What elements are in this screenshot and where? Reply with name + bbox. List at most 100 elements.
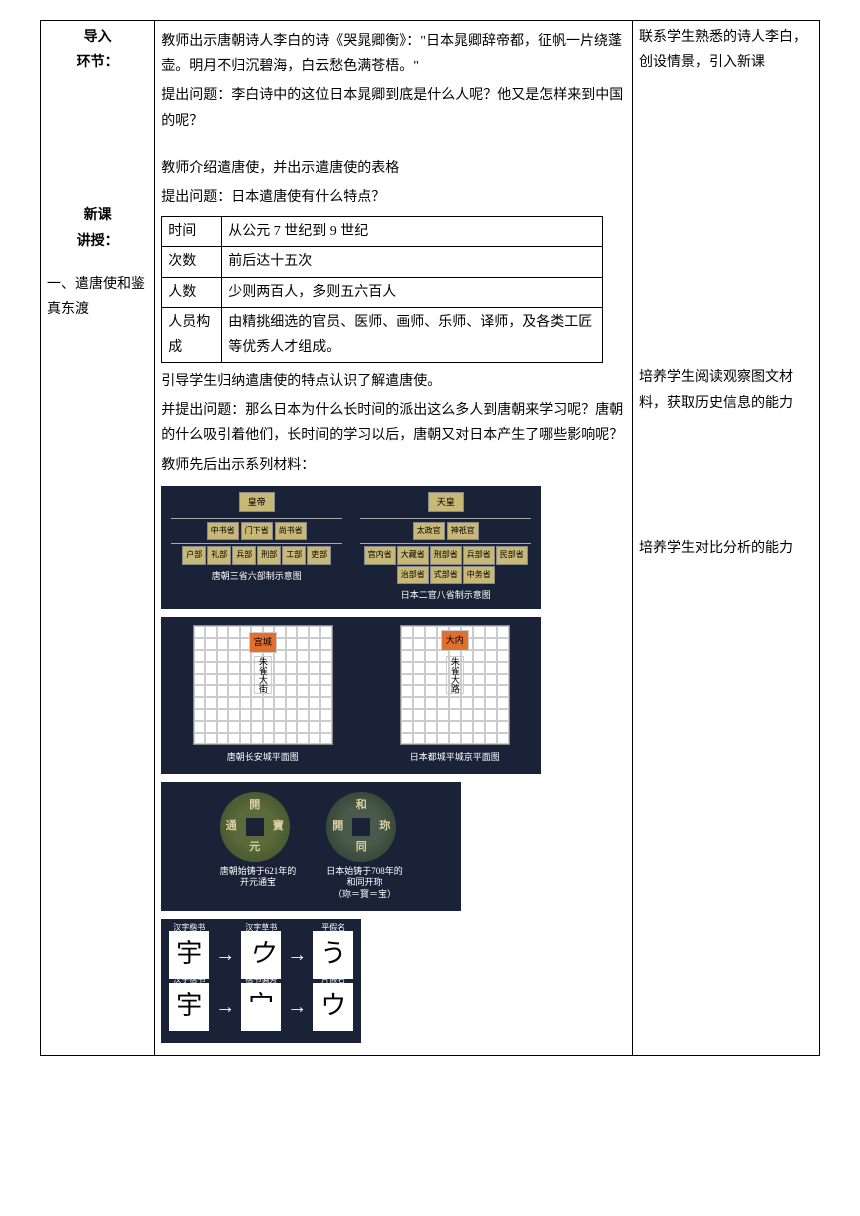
materials-intro: 教师先后出示系列材料： — [161, 453, 626, 478]
coin-char: 和 — [356, 796, 367, 816]
cell-val: 前后达十五次 — [222, 247, 603, 277]
kana-label: 汉字楷书 — [171, 973, 207, 987]
tang-root: 皇帝 — [239, 492, 275, 512]
changan-grid: 宫城 朱雀大街 — [193, 625, 333, 745]
heijo-plan: 大内 朱雀大路 日本都城平城京平面图 — [400, 625, 510, 765]
heijo-palace: 大内 — [441, 630, 469, 650]
heijo-caption: 日本都城平城京平面图 — [400, 749, 510, 765]
table-row: 人数 少则两百人，多则五六百人 — [162, 277, 603, 307]
kana-box: 平假名 う — [313, 931, 353, 979]
jp-mid: 太政官 神祇官 — [356, 522, 535, 540]
node: 式部省 — [430, 566, 462, 584]
node: 工部 — [282, 546, 306, 564]
jp-root: 天皇 — [428, 492, 464, 512]
coin-hole — [246, 818, 264, 836]
section1-label: 一、遣唐使和鉴真东渡 — [47, 272, 148, 322]
coins-diagram: 開 元 通 寶 唐朝始铸于621年的 开元通宝 和 同 開 珎 日本始铸于708… — [161, 782, 461, 911]
kana-glyph: う — [320, 931, 346, 978]
intro-heading-text: 导入 环节： — [77, 30, 119, 70]
intro-heading: 导入 环节： — [47, 25, 148, 75]
lesson-heading-text: 新课 讲授： — [77, 208, 119, 248]
node: 兵部省 — [463, 546, 495, 564]
middle-column: 教师出示唐朝诗人李白的诗《哭晁卿衡》："日本晁卿辞帝都，征帆一片绕蓬壶。明月不归… — [155, 21, 633, 1056]
kana-label: 片假名 — [315, 973, 351, 987]
lesson-heading: 新课 讲授： — [47, 203, 148, 253]
node: 吏部 — [307, 546, 331, 564]
tang-coin-caption: 唐朝始铸于621年的 开元通宝 — [220, 866, 297, 889]
arrow-icon: → — [215, 937, 235, 973]
tang-coin: 開 元 通 寶 唐朝始铸于621年的 开元通宝 — [220, 792, 297, 889]
coin-char: 元 — [249, 838, 260, 858]
katakana-row: 汉字楷书 宇 → 楷书偏旁 宀 → 片假名 ウ — [169, 983, 353, 1031]
coin-shape: 開 元 通 寶 — [220, 792, 290, 862]
jp-coin-caption: 日本始铸于708年的 和同开珎 （珎＝寳＝宝） — [326, 866, 403, 901]
envoy-table: 时间 从公元 7 世纪到 9 世纪 次数 前后达十五次 人数 少则两百人，多则五… — [161, 216, 603, 363]
hiragana-row: 汉字楷书 宇 → 汉字草书 ウ → 平假名 う — [169, 931, 353, 979]
node: 大藏省 — [397, 546, 429, 564]
arrow-icon: → — [287, 989, 307, 1025]
kana-label: 楷书偏旁 — [243, 973, 279, 987]
coin-hole — [352, 818, 370, 836]
question3: 并提出问题：那么日本为什么长时间的派出这么多人到唐朝来学习呢？唐朝的什么吸引着他… — [161, 398, 626, 448]
tang-leaf: 户部 礼部 兵部 刑部 工部 吏部 — [167, 546, 346, 564]
arrow-icon: → — [215, 989, 235, 1025]
kana-glyph: 宇 — [176, 983, 202, 1030]
kana-label: 汉字楷书 — [171, 921, 207, 935]
node: 太政官 — [413, 522, 445, 540]
cell-val: 少则两百人，多则五六百人 — [222, 277, 603, 307]
note1: 联系学生熟悉的诗人李白，创设情景，引入新课 — [639, 25, 813, 75]
jp-coin: 和 同 開 珎 日本始铸于708年的 和同开珎 （珎＝寳＝宝） — [326, 792, 403, 901]
cell-key: 人数 — [162, 277, 222, 307]
intro-envoy: 教师介绍遣唐使，并出示遣唐使的表格 — [161, 156, 626, 181]
coin-char: 通 — [226, 817, 237, 837]
node: 民部省 — [496, 546, 528, 564]
tang-caption: 唐朝三省六部制示意图 — [167, 568, 346, 584]
node: 户部 — [182, 546, 206, 564]
cell-key: 时间 — [162, 217, 222, 247]
question2: 提出问题：日本遣唐使有什么特点？ — [161, 185, 626, 210]
coin-char: 珎 — [379, 817, 390, 837]
note3: 培养学生对比分析的能力 — [639, 536, 813, 561]
kana-glyph: ウ — [320, 983, 346, 1030]
node: 中务省 — [463, 566, 495, 584]
kana-glyph: 宇 — [176, 931, 202, 978]
kana-box: 楷书偏旁 宀 — [241, 983, 281, 1031]
tang-hierarchy: 皇帝 中书省 门下省 尚书省 户部 礼部 兵部 刑部 工部 吏部 唐朝三省六部制… — [167, 492, 346, 604]
left-column: 导入 环节： 新课 讲授： 一、遣唐使和鉴真东渡 — [41, 21, 155, 1056]
kana-box: 汉字草书 ウ — [241, 931, 281, 979]
table-row: 时间 从公元 7 世纪到 9 世纪 — [162, 217, 603, 247]
node: 尚书省 — [275, 522, 307, 540]
node: 刑部 — [257, 546, 281, 564]
lesson-plan-table: 导入 环节： 新课 讲授： 一、遣唐使和鉴真东渡 教师出示唐朝诗人李白的诗《哭晁… — [40, 20, 820, 1056]
kana-glyph: 宀 — [248, 983, 274, 1030]
tang-mid: 中书省 门下省 尚书省 — [167, 522, 346, 540]
kana-box: 汉字楷书 宇 — [169, 931, 209, 979]
kana-diagram: 汉字楷书 宇 → 汉字草书 ウ → 平假名 う 汉字楷书 宇 → 楷书偏旁 宀 — [161, 919, 361, 1043]
coin-char: 開 — [249, 796, 260, 816]
node: 宫内省 — [364, 546, 396, 564]
changan-palace: 宫城 — [249, 632, 277, 652]
right-column: 联系学生熟悉的诗人李白，创设情景，引入新课 培养学生阅读观察图文材料，获取历史信… — [633, 21, 820, 1056]
kana-box: 汉字楷书 宇 — [169, 983, 209, 1031]
heijo-street: 朱雀大路 — [446, 656, 464, 694]
node: 治部省 — [397, 566, 429, 584]
node: 门下省 — [241, 522, 273, 540]
node: 中书省 — [207, 522, 239, 540]
summary1: 引导学生归纳遣唐使的特点认识了解遣唐使。 — [161, 369, 626, 394]
coin-char: 同 — [356, 838, 367, 858]
kana-box: 片假名 ウ — [313, 983, 353, 1031]
coin-char: 寶 — [273, 817, 284, 837]
jp-hierarchy: 天皇 太政官 神祇官 宫内省 大藏省 刑部省 兵部省 民部省 治部省 式部省 中… — [356, 492, 535, 604]
arrow-icon: → — [287, 937, 307, 973]
cell-key: 人员构成 — [162, 307, 222, 362]
table-row: 人员构成 由精挑细选的官员、医师、画师、乐师、译师，及各类工匠等优秀人才组成。 — [162, 307, 603, 362]
changan-plan: 宫城 朱雀大街 唐朝长安城平面图 — [193, 625, 333, 765]
poem-paragraph: 教师出示唐朝诗人李白的诗《哭晁卿衡》："日本晁卿辞帝都，征帆一片绕蓬壶。明月不归… — [161, 29, 626, 79]
node: 礼部 — [207, 546, 231, 564]
changan-caption: 唐朝长安城平面图 — [193, 749, 333, 765]
node: 兵部 — [232, 546, 256, 564]
kana-glyph: ウ — [248, 931, 274, 978]
heijo-grid: 大内 朱雀大路 — [400, 625, 510, 745]
jp-leaf: 宫内省 大藏省 刑部省 兵部省 民部省 治部省 式部省 中务省 — [356, 546, 535, 584]
kana-label: 平假名 — [315, 921, 351, 935]
